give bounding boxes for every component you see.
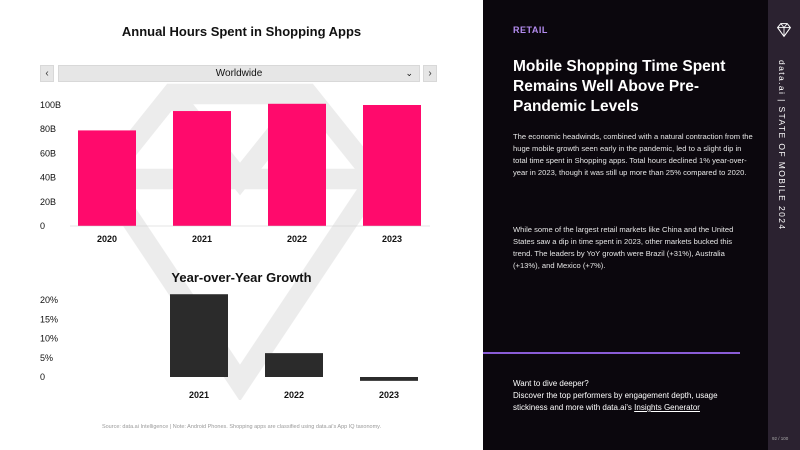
cta-block: Want to dive deeper? Discover the top pe…	[513, 378, 753, 414]
y-tick-label: 60B	[40, 148, 56, 158]
chart-title-yoy-growth: Year-over-Year Growth	[171, 270, 312, 285]
body-paragraph-1: The economic headwinds, combined with a …	[513, 132, 753, 177]
y-tick-label: 0	[40, 372, 45, 382]
x-tick-label: 2023	[379, 390, 399, 400]
chart-panel: Annual Hours Spent in Shopping Apps ‹ Wo…	[40, 24, 437, 430]
x-tick-label: 2023	[382, 234, 402, 244]
headline: Mobile Shopping Time Spent Remains Well …	[513, 58, 726, 115]
body-paragraph-2: While some of the largest retail markets…	[513, 225, 734, 270]
page-number: 92 / 100	[772, 436, 789, 441]
divider	[483, 352, 740, 354]
bar	[268, 103, 326, 226]
bar	[265, 353, 323, 377]
y-tick-label: 100B	[40, 100, 61, 110]
x-tick-label: 2021	[189, 390, 209, 400]
chart-title-annual-hours: Annual Hours Spent in Shopping Apps	[121, 24, 362, 39]
x-tick-label: 2022	[284, 390, 304, 400]
x-tick-label: 2021	[192, 234, 212, 244]
next-region-button[interactable]: ›	[423, 65, 437, 82]
y-tick-label: 80B	[40, 124, 56, 134]
insights-generator-link[interactable]: Insights Generator	[634, 403, 700, 412]
y-tick-label: 5%	[40, 353, 53, 363]
bar	[170, 294, 228, 377]
text-panel: RETAIL Mobile Shopping Time Spent Remain…	[483, 0, 768, 450]
bar	[173, 111, 231, 226]
section-tag: RETAIL	[513, 25, 548, 35]
y-tick-label: 10%	[40, 334, 58, 344]
chevron-down-icon: ⌄	[405, 68, 413, 78]
y-tick-label: 15%	[40, 314, 58, 324]
x-tick-label: 2022	[287, 234, 307, 244]
annual-hours-bar-chart: 0 20B 40B 60B 80B 100B 2020 2021 2022 2023	[40, 100, 430, 244]
x-tick-label: 2020	[97, 234, 117, 244]
y-tick-label: 20B	[40, 197, 56, 207]
source-note: Source: data.ai Intelligence | Note: And…	[101, 424, 382, 430]
bar	[78, 130, 136, 226]
y-tick-label: 40B	[40, 173, 56, 183]
y-tick-label: 20%	[40, 295, 58, 305]
bar	[360, 377, 418, 381]
y-tick-label: 0	[40, 221, 45, 231]
brand-sidebar: data.ai | STATE OF MOBILE 2024 92 / 100	[768, 0, 800, 450]
diamond-icon	[776, 23, 792, 38]
brand-vertical-text: data.ai | STATE OF MOBILE 2024	[777, 60, 787, 231]
yoy-growth-bar-chart: 0 5% 10% 15% 20% 2021 2022 2023	[40, 294, 418, 400]
region-select[interactable]: Worldwide ⌄	[58, 65, 420, 82]
cta-text: Want to dive deeper? Discover the top pe…	[513, 379, 718, 412]
prev-region-button[interactable]: ‹	[40, 65, 54, 82]
bar	[363, 105, 421, 226]
region-select-value: Worldwide	[215, 68, 263, 79]
